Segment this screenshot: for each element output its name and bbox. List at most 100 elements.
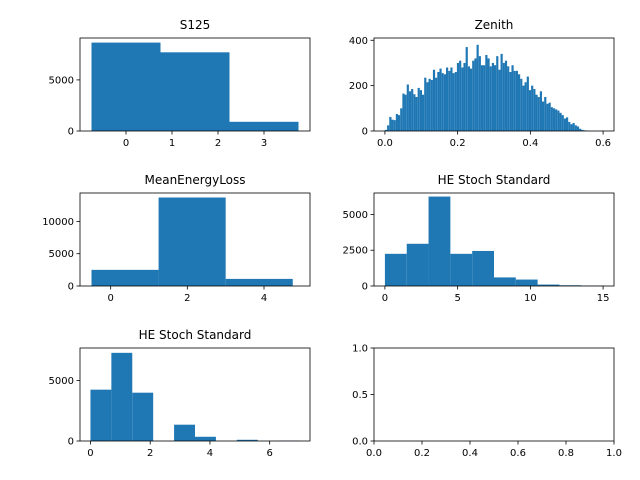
x-tick-label: 0.0: [377, 138, 393, 149]
x-tick-label: 2: [215, 138, 221, 149]
histogram-bar: [400, 108, 403, 131]
histogram-bar: [417, 87, 420, 131]
histogram-bar: [426, 82, 429, 131]
histogram-bar: [384, 253, 407, 286]
histogram-bar: [446, 67, 449, 131]
histogram-bar: [415, 96, 418, 131]
histogram-bar: [474, 58, 477, 131]
histogram-bar: [561, 115, 564, 131]
histogram-bar: [568, 121, 571, 131]
histogram-bar: [537, 284, 560, 286]
histogram-bar: [559, 112, 562, 131]
y-tick-label: 10000: [42, 217, 74, 228]
x-tick-label: 0: [87, 448, 93, 459]
histogram-bar: [387, 125, 390, 131]
axes-frame: [79, 37, 311, 132]
histogram-bar: [507, 66, 510, 131]
histogram-bar: [408, 91, 412, 131]
x-tick-label: 4: [207, 448, 213, 459]
x-tick-label: 0.4: [522, 138, 538, 149]
x-tick-label: 4: [261, 293, 267, 304]
histogram-bar: [443, 74, 446, 131]
histogram-bar: [528, 90, 532, 131]
x-tick-label: 0.2: [450, 138, 466, 149]
subplot-2: 0.0 0.2 0.4 0.6 0 200 400 Zenith: [349, 18, 615, 149]
histogram-bar: [430, 79, 433, 131]
histogram-bar: [413, 94, 416, 131]
histogram-bar: [174, 424, 195, 441]
y-tick-label: 0: [68, 437, 74, 448]
histogram-bar: [542, 101, 545, 131]
histogram-bar: [509, 72, 512, 131]
histogram-bar: [535, 94, 538, 131]
histogram-bar: [548, 102, 551, 131]
histogram-bar: [570, 124, 573, 131]
x-tick-label: 10: [524, 293, 537, 304]
histogram-bar: [557, 110, 560, 131]
histogram-bar: [91, 269, 159, 286]
histogram-bar: [494, 277, 516, 286]
axes-frame: [79, 192, 311, 287]
histogram-bar: [459, 60, 462, 132]
histogram-bar: [537, 96, 540, 131]
histogram-bar: [563, 118, 566, 131]
x-tick-label: 0.2: [414, 448, 430, 459]
histogram-bar: [448, 70, 451, 131]
histogram-bar: [406, 243, 429, 286]
y-tick-label: 0: [68, 127, 74, 138]
histogram-bar: [439, 68, 442, 131]
histogram-bar: [515, 70, 518, 131]
histogram-bar: [428, 78, 431, 131]
y-tick-label: 400: [349, 36, 368, 47]
histogram-bar: [229, 121, 299, 131]
histogram-bar: [491, 62, 494, 131]
histogram-bar: [395, 113, 398, 131]
histogram-bar: [467, 66, 470, 131]
y-tick-label: 1.0: [352, 344, 368, 355]
histogram-bar: [485, 55, 488, 132]
histogram-bar: [483, 65, 486, 131]
histogram-bar: [498, 69, 501, 131]
histogram-bar: [419, 90, 422, 131]
x-tick-label: 2: [147, 448, 153, 459]
histogram-bar: [450, 253, 473, 286]
histogram-bar: [432, 69, 436, 131]
histogram-bar: [472, 60, 475, 132]
subplot-5: 0 2 4 6 0 5000 HE Stoch Standard: [49, 328, 311, 459]
x-tick-label: 0.0: [366, 448, 382, 459]
histogram-bar: [470, 68, 473, 131]
subplot-title: MeanEnergyLoss: [144, 173, 245, 187]
histogram-bar: [480, 65, 484, 131]
x-tick-label: 2: [184, 293, 190, 304]
x-tick-label: 6: [266, 448, 272, 459]
x-tick-label: 0: [382, 293, 388, 304]
x-tick-label: 0: [123, 138, 129, 149]
histogram-bar: [465, 47, 468, 132]
x-tick-label: 0.8: [558, 448, 574, 459]
histogram-bar: [500, 53, 503, 131]
subplot-title: HE Stoch Standard: [438, 173, 551, 187]
histogram-bar: [496, 56, 499, 131]
histogram-bar: [456, 62, 460, 131]
histogram-bar: [487, 58, 490, 131]
y-tick-label: 0.5: [352, 390, 368, 401]
histogram-bar: [576, 126, 580, 131]
subplot-title: S125: [180, 18, 211, 32]
histogram-bar: [544, 96, 547, 131]
y-tick-label: 5000: [49, 376, 74, 387]
y-tick-label: 200: [349, 81, 368, 92]
histogram-bar: [393, 120, 396, 131]
y-tick-label: 0: [362, 282, 368, 293]
histogram-bar: [411, 89, 414, 131]
histogram-bar: [472, 250, 494, 286]
x-tick-label: 0.6: [595, 138, 611, 149]
histogram-bar: [391, 119, 394, 131]
histogram-bar: [579, 128, 582, 131]
histogram-bar: [574, 125, 577, 131]
histogram-bar: [513, 70, 516, 131]
histogram-bar: [511, 65, 514, 131]
histogram-bar: [550, 107, 553, 131]
histogram-bar: [454, 72, 457, 131]
histogram-bar: [476, 44, 479, 131]
